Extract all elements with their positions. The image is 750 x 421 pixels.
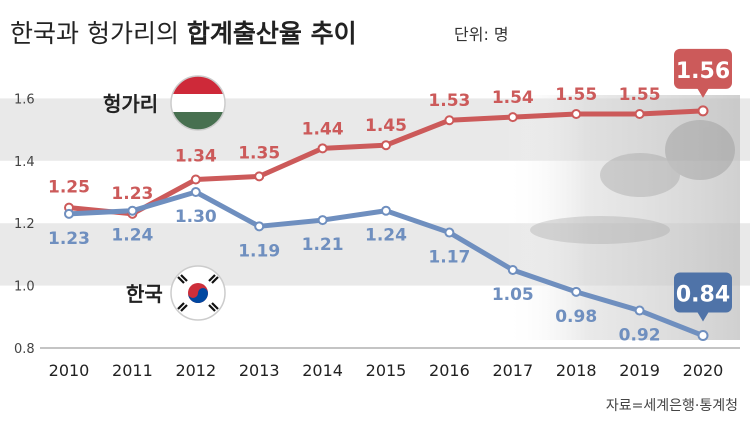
data-label-hungary-2017: 1.54 [492,88,534,108]
hungary-flag-icon [171,76,225,130]
korea-flag-icon [171,266,225,320]
data-label-hungary-2014: 1.44 [302,119,344,139]
y-tick-label: 1.6 [14,92,35,107]
point-korea-2014 [317,215,328,226]
y-tick-label: 0.8 [14,342,35,357]
point-hungary-2018 [571,109,582,119]
background-photo-shapes [530,120,735,244]
point-korea-2011 [127,205,138,216]
x-tick-label: 2016 [429,361,470,380]
x-tick-label: 2010 [49,361,90,380]
x-tick-label: 2011 [112,361,153,380]
data-label-korea-2019: 0.92 [619,326,661,346]
end-callouts: 1.56 0.84 [674,48,732,322]
point-hungary-2020 [697,105,709,117]
y-axis: 0.8 1.0 1.2 1.4 1.6 [14,92,35,357]
x-tick-label: 2018 [556,361,597,380]
y-tick-label: 1.2 [14,217,35,232]
x-tick-label: 2019 [619,361,660,380]
x-tick-label: 2014 [302,361,343,380]
unit-label: 단위: 명 [454,25,509,44]
data-label-korea-2010: 1.23 [48,229,90,249]
point-hungary-2014 [317,143,328,154]
data-label-hungary-2012: 1.34 [175,147,217,167]
data-label-hungary-2018: 1.55 [555,85,597,105]
point-korea-2012 [190,187,201,197]
x-axis: 2010 2011 2012 2013 2014 2015 2016 2017 2018 2019… [49,361,724,380]
point-korea-2018 [571,286,582,297]
data-label-korea-2017: 1.05 [492,285,534,305]
callout-value-korea: 0.84 [676,283,730,308]
y-tick-label: 1.4 [14,155,35,170]
callout-value-hungary: 1.56 [676,59,730,84]
data-label-korea-2012: 1.30 [175,207,217,227]
point-hungary-2016 [444,115,455,126]
x-tick-label: 2013 [239,361,280,380]
korea-flag-border [170,265,226,321]
point-hungary-2012 [190,174,201,185]
data-label-korea-2011: 1.24 [111,226,153,246]
data-label-hungary-2015: 1.45 [365,116,407,136]
callout-pointer-korea [697,311,709,322]
point-korea-2017 [507,265,518,275]
data-label-hungary-2011: 1.23 [111,184,153,204]
point-korea-2016 [444,227,455,238]
point-korea-2013 [254,221,265,232]
y-tick-label: 1.0 [14,280,35,295]
x-tick-label: 2017 [492,361,533,380]
point-korea-2010 [64,208,74,219]
data-label-korea-2014: 1.21 [302,235,344,255]
x-tick-label: 2015 [366,361,407,380]
data-label-korea-2015: 1.24 [365,226,407,246]
source-label: 자료=세계은행·통계청 [606,398,738,414]
point-korea-2019 [634,305,645,316]
data-label-korea-2016: 1.17 [428,248,470,268]
x-tick-label: 2020 [683,361,724,380]
title-part2: 합계출산율 추이 [187,19,357,48]
data-label-hungary-2013: 1.35 [238,143,280,163]
legend-hungary-label: 헝가리 [103,92,158,116]
point-hungary-2017 [507,112,518,123]
point-korea-2015 [381,205,391,216]
series-points [64,105,709,342]
data-label-korea-2013: 1.19 [238,241,280,261]
callout-box-korea [674,272,732,313]
data-label-hungary-2016: 1.53 [428,91,470,111]
data-label-hungary-2019: 1.55 [619,85,661,105]
x-tick-label: 2012 [175,361,216,380]
title-part1: 한국과 헝가리의 [10,19,187,48]
callout-box-hungary [674,48,732,89]
legend-korea-label: 한국 [126,282,163,306]
point-hungary-2019 [634,109,645,119]
point-korea-2020 [697,330,709,342]
point-hungary-2015 [381,140,391,151]
chart-title: 한국과 헝가리의 합계출산율 추이 [10,19,357,48]
series-labels: 1.25 1.23 1.34 1.35 1.44 1.45 1.53 1.54 1.55 1.55… [48,85,661,346]
data-label-korea-2018: 0.98 [555,307,597,327]
point-hungary-2013 [254,171,265,182]
callout-pointer-hungary [697,87,709,98]
hungary-flag-border [170,75,226,131]
data-label-hungary-2010: 1.25 [48,178,90,198]
